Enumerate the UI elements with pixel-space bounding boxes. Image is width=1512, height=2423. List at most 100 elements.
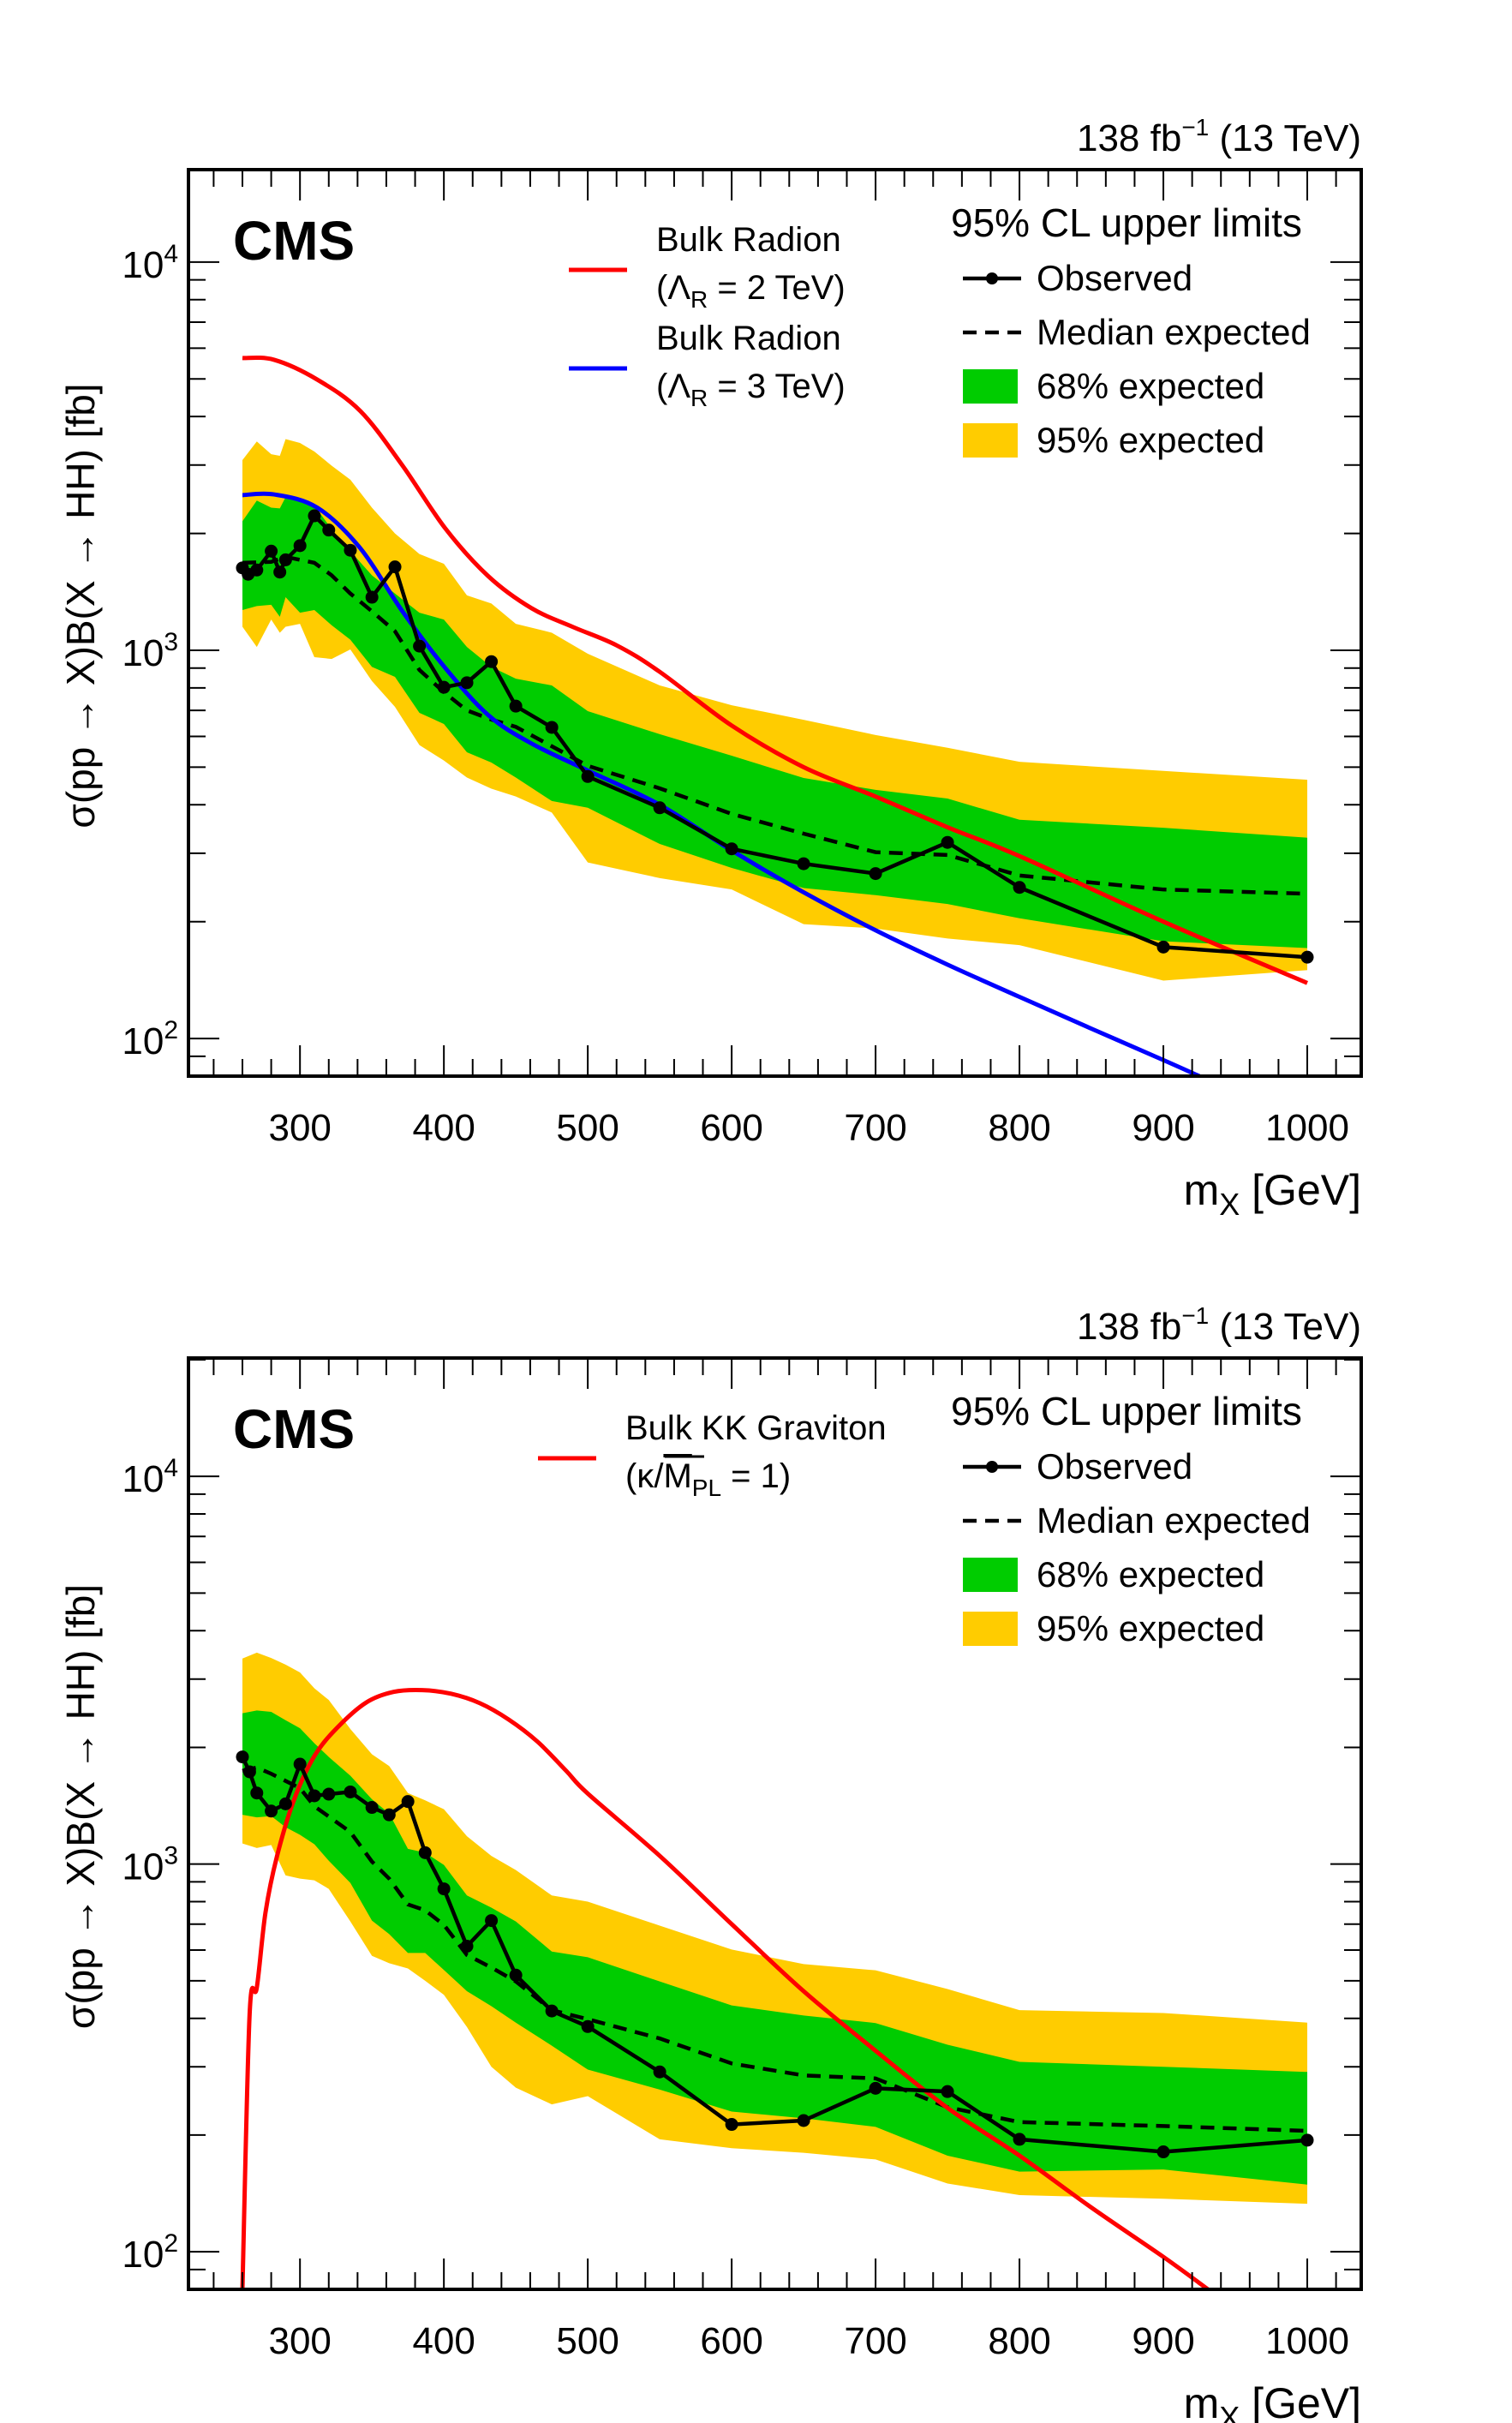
x-tick-label: 600 xyxy=(700,2320,762,2362)
observed-point xyxy=(382,1808,396,1822)
x-tick-label: 1000 xyxy=(1265,2320,1349,2362)
x-tick-label: 500 xyxy=(556,1107,619,1149)
observed-point xyxy=(545,721,559,734)
y-axis-label: σ(pp → X)B(X → HH) [fb] xyxy=(58,1584,103,2029)
x-axis-label: mX [GeV] xyxy=(1184,1166,1361,1222)
legend-item-label: Median expected xyxy=(1037,312,1311,352)
observed-point xyxy=(869,867,882,881)
legend-band68-swatch-icon xyxy=(963,1558,1018,1592)
x-tick-label: 700 xyxy=(844,1107,906,1149)
x-tick-label: 300 xyxy=(268,2320,331,2362)
cms-label: CMS xyxy=(233,210,355,272)
plot-area xyxy=(236,355,1314,1076)
observed-point xyxy=(509,699,523,713)
plot-panel-top: 300 400 500 600 700 800 900 1000 102 103 104 σ(pp →… xyxy=(58,114,1363,1222)
observed-point xyxy=(344,543,357,557)
legend-model-label: Bulk Radion xyxy=(656,320,841,357)
x-tick-label: 300 xyxy=(268,1107,331,1149)
plot-frame xyxy=(187,1356,1363,2291)
observed-point xyxy=(1013,881,1026,894)
observed-point xyxy=(365,590,379,604)
x-tick-label: 600 xyxy=(700,1107,762,1149)
observed-point xyxy=(437,1882,451,1896)
observed-point xyxy=(1156,2145,1170,2159)
y-tick-label: 104 xyxy=(122,1454,178,1500)
observed-point xyxy=(941,2085,954,2098)
observed-point xyxy=(413,639,427,653)
x-tick-label: 900 xyxy=(1132,1107,1194,1149)
x-tick-label: 400 xyxy=(412,2320,475,2362)
observed-point xyxy=(797,2114,810,2127)
y-tick-label: 103 xyxy=(122,1842,178,1888)
x-tick-label: 800 xyxy=(988,2320,1050,2362)
model-curve-1 xyxy=(242,491,1201,1076)
band-68-expected xyxy=(242,497,1308,948)
observed-point xyxy=(797,857,810,870)
legend-band68-swatch-icon xyxy=(963,369,1018,404)
observed-point xyxy=(1013,2133,1026,2146)
observed-point xyxy=(322,523,336,537)
legend-header: 95% CL upper limits xyxy=(951,200,1302,245)
observed-point xyxy=(250,563,264,577)
observed-point xyxy=(265,544,278,558)
observed-point xyxy=(278,1797,292,1810)
legend-item-label: Observed xyxy=(1037,1446,1192,1487)
legend-item-label: 68% expected xyxy=(1037,366,1264,406)
observed-point xyxy=(581,769,595,783)
y-tick-label: 103 xyxy=(122,628,178,674)
observed-point xyxy=(388,560,402,574)
cms-label: CMS xyxy=(233,1398,355,1460)
x-tick-label: 900 xyxy=(1132,2320,1194,2362)
x-axis-label: mX [GeV] xyxy=(1184,2379,1361,2423)
plot-area xyxy=(236,1652,1314,2289)
plot-frame xyxy=(187,168,1363,1078)
y-tick-label: 104 xyxy=(122,240,178,286)
observed-point xyxy=(401,1795,415,1809)
legend-model-param: (κ/MPL = 1) xyxy=(625,1457,791,1501)
observed-point xyxy=(460,1940,474,1953)
legend-observed-marker-icon xyxy=(986,272,998,284)
observed-point xyxy=(265,1804,278,1818)
legend-item-label: 95% expected xyxy=(1037,420,1264,460)
observed-point xyxy=(278,553,292,566)
observed-point xyxy=(437,680,451,694)
legend-item-label: 95% expected xyxy=(1037,1608,1264,1648)
observed-point xyxy=(308,1789,321,1803)
observed-point xyxy=(236,1750,249,1764)
lumi-label: 138 fb−1 (13 TeV) xyxy=(1077,1302,1361,1348)
observed-point xyxy=(725,2118,738,2132)
y-axis-label: σ(pp → X)B(X → HH) [fb] xyxy=(58,383,103,828)
observed-point xyxy=(1156,940,1170,954)
observed-point xyxy=(545,2004,559,2018)
band-68-expected xyxy=(242,1710,1308,2185)
observed-point xyxy=(653,801,666,815)
observed-point xyxy=(322,1787,336,1801)
legend-band95-swatch-icon xyxy=(963,423,1018,458)
observed-point xyxy=(485,1914,499,1928)
x-tick-label: 500 xyxy=(556,2320,619,2362)
observed-point xyxy=(653,2065,666,2079)
lumi-label: 138 fb−1 (13 TeV) xyxy=(1077,114,1361,159)
observed-point xyxy=(581,2019,595,2033)
observed-point xyxy=(941,835,954,849)
observed-point xyxy=(509,1968,523,1982)
observed-point xyxy=(344,1785,357,1798)
observed-point xyxy=(869,2081,882,2095)
model-curve-0 xyxy=(240,1687,1210,2289)
observed-point xyxy=(293,1757,307,1771)
observed-point xyxy=(242,1765,256,1779)
legend-item-label: 68% expected xyxy=(1037,1554,1264,1594)
observed-point xyxy=(250,1786,264,1800)
observed-point xyxy=(725,842,738,856)
observed-point xyxy=(293,539,307,553)
observed-point xyxy=(273,565,287,579)
legend-model-param: (ΛR = 2 TeV) xyxy=(656,269,846,313)
legend-observed-marker-icon xyxy=(986,1461,998,1473)
x-tick-label: 700 xyxy=(844,2320,906,2362)
legend-item-label: Median expected xyxy=(1037,1500,1311,1541)
legend-model-param: (ΛR = 3 TeV) xyxy=(656,368,846,411)
legend-item-label: Observed xyxy=(1037,258,1192,298)
observed-point xyxy=(418,1846,432,1859)
x-tick-label: 400 xyxy=(412,1107,475,1149)
